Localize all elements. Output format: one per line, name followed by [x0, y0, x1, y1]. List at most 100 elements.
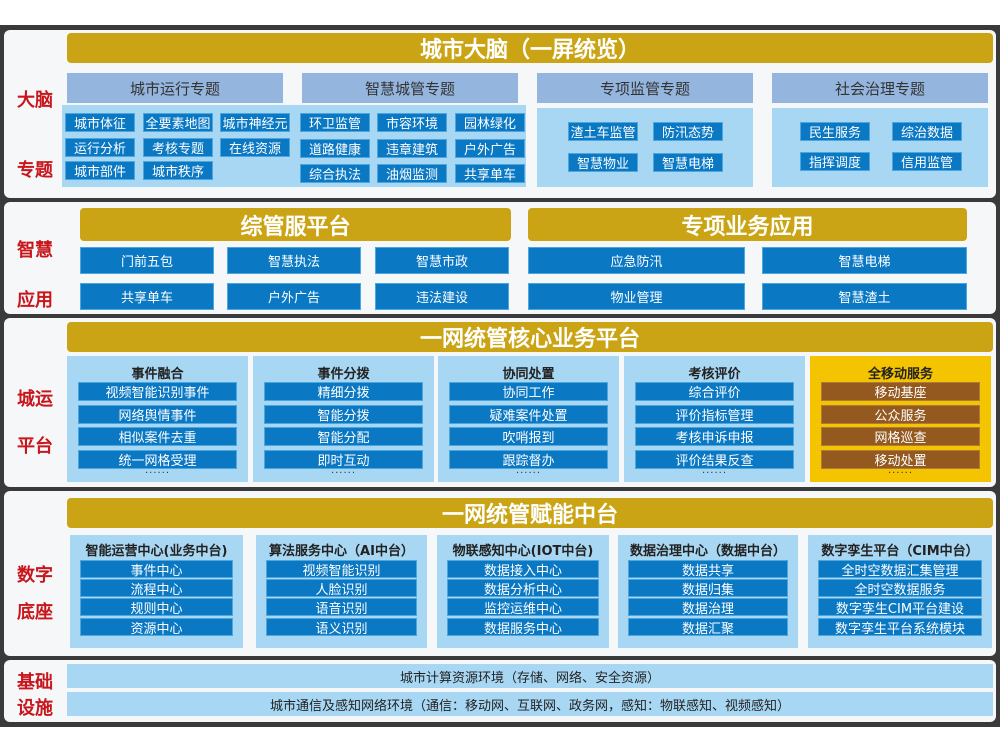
core-item-button[interactable]: 协同工作 — [449, 382, 608, 401]
topic-item-button[interactable]: 智慧电梯 — [653, 153, 723, 172]
section-label: 应用 — [17, 290, 53, 311]
topic-item-button[interactable]: 环卫监管 — [300, 113, 370, 132]
topic-item-button[interactable]: 民生服务 — [800, 122, 870, 141]
enable-item-button[interactable]: 全时空数据汇集管理 — [818, 560, 982, 578]
topic-item-button[interactable]: 油烟监测 — [377, 164, 447, 183]
topic-item-button[interactable]: 考核专题 — [143, 138, 213, 157]
app-button[interactable]: 违法建设 — [375, 283, 509, 310]
enable-item-button[interactable]: 数据服务中心 — [447, 618, 599, 636]
enabling-platform-title: 一网统管赋能中台 — [67, 498, 993, 528]
topic-item-button[interactable]: 综治数据 — [892, 122, 962, 141]
core-item-button[interactable]: 评价指标管理 — [635, 405, 794, 424]
enable-item-button[interactable]: 视频智能识别 — [266, 560, 417, 578]
enable-item-button[interactable]: 事件中心 — [80, 560, 233, 578]
enable-item-button[interactable]: 数据治理 — [628, 598, 788, 616]
section-label: 智慧 — [17, 240, 53, 261]
core-item-button[interactable]: 评价结果反查 — [635, 450, 794, 469]
enable-item-button[interactable]: 数据分析中心 — [447, 579, 599, 597]
topic-item-button[interactable]: 指挥调度 — [800, 152, 870, 171]
core-item-button[interactable]: 相似案件去重 — [78, 427, 237, 446]
enable-item-button[interactable]: 流程中心 — [80, 579, 233, 597]
enable-item-button[interactable]: 规则中心 — [80, 598, 233, 616]
app-button[interactable]: 物业管理 — [528, 283, 745, 310]
core-item-button[interactable]: 视频智能识别事件 — [78, 382, 237, 401]
topic-header: 城市运行专题 — [67, 73, 283, 103]
app-button[interactable]: 智慧电梯 — [762, 247, 967, 274]
core-item-button[interactable]: 网络舆情事件 — [78, 405, 237, 424]
more-ellipsis: ······ — [330, 468, 357, 479]
infra-row: 城市通信及感知网络环境（通信：移动网、互联网、政务网，感知：物联感知、视频感知） — [67, 692, 993, 716]
topic-item-button[interactable]: 城市神经元 — [220, 113, 290, 132]
core-column-title: 事件融合 — [131, 367, 184, 382]
enable-column-title: 数据治理中心（数据中台） — [629, 544, 786, 559]
enable-item-button[interactable]: 全时空数据服务 — [818, 579, 982, 597]
section-label: 专题 — [17, 160, 53, 181]
section-label: 基础 — [17, 672, 53, 693]
topic-item-button[interactable]: 全要素地图 — [143, 113, 213, 132]
topic-item-button[interactable]: 市容环境 — [377, 113, 447, 132]
core-item-button[interactable]: 跟踪督办 — [449, 450, 608, 469]
enable-item-button[interactable]: 资源中心 — [80, 618, 233, 636]
topic-item-button[interactable]: 园林绿化 — [455, 113, 525, 132]
enable-item-button[interactable]: 人脸识别 — [266, 579, 417, 597]
core-column-title: 考核评价 — [688, 367, 741, 382]
enable-item-button[interactable]: 语音识别 — [266, 598, 417, 616]
core-platform-title: 一网统管核心业务平台 — [67, 322, 993, 352]
topic-item-button[interactable]: 城市秩序 — [143, 161, 213, 180]
core-item-button[interactable]: 统一网格受理 — [78, 450, 237, 469]
enable-item-button[interactable]: 语义识别 — [266, 618, 417, 636]
core-item-button[interactable]: 考核申诉申报 — [635, 427, 794, 446]
core-item-button[interactable]: 智能分拨 — [264, 405, 423, 424]
core-item-button[interactable]: 吹哨报到 — [449, 427, 608, 446]
topic-item-button[interactable]: 户外广告 — [455, 139, 525, 158]
app-button[interactable]: 门前五包 — [80, 247, 214, 274]
section-label: 数字 — [17, 565, 53, 586]
core-item-button[interactable]: 即时互动 — [264, 450, 423, 469]
topic-item-button[interactable]: 信用监管 — [892, 152, 962, 171]
topic-header: 专项监管专题 — [537, 73, 753, 103]
core-item-button[interactable]: 移动基座 — [821, 382, 980, 401]
topic-item-button[interactable]: 渣土车监管 — [568, 122, 638, 141]
core-item-button[interactable]: 移动处置 — [821, 450, 980, 469]
infra-row: 城市计算资源环境（存储、网络、安全资源） — [67, 664, 993, 688]
enable-item-button[interactable]: 数据汇聚 — [628, 618, 788, 636]
topic-item-button[interactable]: 道路健康 — [300, 139, 370, 158]
topic-item-button[interactable]: 综合执法 — [300, 164, 370, 183]
enable-item-button[interactable]: 监控运维中心 — [447, 598, 599, 616]
topic-item-button[interactable]: 智慧物业 — [568, 153, 638, 172]
app-button[interactable]: 智慧渣土 — [762, 283, 967, 310]
core-item-button[interactable]: 公众服务 — [821, 405, 980, 424]
topic-item-button[interactable]: 共享单车 — [455, 164, 525, 183]
topic-area — [772, 108, 988, 187]
topic-item-button[interactable]: 运行分析 — [65, 138, 135, 157]
app-button[interactable]: 共享单车 — [80, 283, 214, 310]
enable-item-button[interactable]: 数据共享 — [628, 560, 788, 578]
topic-item-button[interactable]: 城市体征 — [65, 113, 135, 132]
more-ellipsis: ······ — [515, 468, 542, 479]
app-button[interactable]: 户外广告 — [227, 283, 361, 310]
topic-header: 社会治理专题 — [772, 73, 988, 103]
topic-item-button[interactable]: 在线资源 — [220, 138, 290, 157]
core-item-button[interactable]: 综合评价 — [635, 382, 794, 401]
core-item-button[interactable]: 精细分拨 — [264, 382, 423, 401]
enable-item-button[interactable]: 数字孪生平台系统模块 — [818, 618, 982, 636]
core-item-button[interactable]: 网格巡查 — [821, 427, 980, 446]
section-label: 大脑 — [17, 90, 53, 111]
core-item-button[interactable]: 疑难案件处置 — [449, 405, 608, 424]
topic-item-button[interactable]: 防汛态势 — [653, 122, 723, 141]
comprehensive-platform-title: 综管服平台 — [80, 208, 511, 241]
app-button[interactable]: 智慧市政 — [375, 247, 509, 274]
topic-item-button[interactable]: 城市部件 — [65, 161, 135, 180]
topic-item-button[interactable]: 违章建筑 — [377, 139, 447, 158]
enable-item-button[interactable]: 数据归集 — [628, 579, 788, 597]
app-button[interactable]: 应急防汛 — [528, 247, 745, 274]
core-item-button[interactable]: 智能分配 — [264, 427, 423, 446]
enable-item-button[interactable]: 数据接入中心 — [447, 560, 599, 578]
section-label: 设施 — [17, 698, 53, 719]
section-label: 平台 — [17, 436, 53, 457]
topic-area — [537, 108, 753, 187]
enable-column-title: 智能运营中心(业务中台) — [85, 544, 228, 559]
app-button[interactable]: 智慧执法 — [227, 247, 361, 274]
enable-column-title: 物联感知中心(IOT中台) — [452, 544, 594, 559]
enable-item-button[interactable]: 数字孪生CIM平台建设 — [818, 598, 982, 616]
